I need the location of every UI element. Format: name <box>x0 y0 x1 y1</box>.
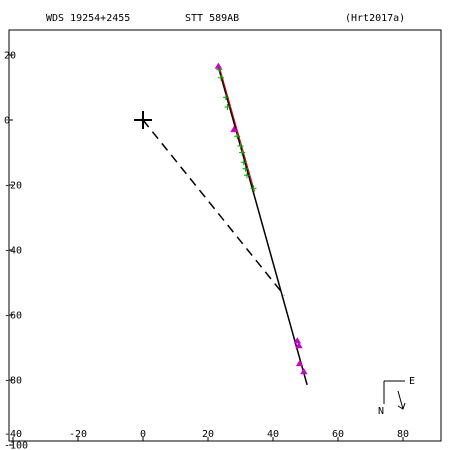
chart-title: STT 589AB <box>185 13 239 24</box>
y-tick-label: -80 <box>4 376 22 387</box>
y-tick-label: -60 <box>4 311 22 322</box>
node-line <box>142 119 285 296</box>
x-tick-label: 80 <box>397 429 409 440</box>
observation-point <box>295 359 304 367</box>
fit-line <box>217 64 308 386</box>
compass-east-label: E <box>409 376 415 387</box>
compass-north-label: N <box>378 406 384 417</box>
x-tick-label: 60 <box>332 429 344 440</box>
observation-point <box>244 172 250 179</box>
observation-point <box>237 143 244 149</box>
observation-point <box>224 104 231 110</box>
observation-point <box>240 159 247 166</box>
wds-identifier: WDS 19254+2455 <box>46 13 130 24</box>
x-tick-label: -20 <box>69 429 87 440</box>
observation-point <box>218 74 224 81</box>
observation-point <box>214 62 223 69</box>
y-tick-label: -100 <box>4 441 28 450</box>
x-tick-label: -40 <box>4 429 22 440</box>
y-tick-label: 20 <box>4 51 16 62</box>
compass: E N <box>378 376 415 417</box>
observation-point <box>239 149 246 156</box>
y-tick-label: -40 <box>4 246 22 257</box>
y-tick-label: -20 <box>4 181 22 192</box>
y-tick-label: 0 <box>4 116 10 127</box>
observation-point <box>230 125 238 133</box>
observation-point <box>242 165 249 172</box>
observation-point <box>222 94 229 101</box>
ephemeris-line <box>218 64 255 192</box>
plot-area: -40 -20 0 20 40 60 80 -100 -80 -60 -40 -20 0 20 <box>4 29 442 450</box>
observation-point <box>300 368 308 375</box>
observation-point <box>250 185 257 192</box>
motion-arrow-icon <box>397 390 404 410</box>
observation-point <box>295 342 303 349</box>
x-tick-label: 0 <box>140 429 146 440</box>
observation-point <box>234 133 241 140</box>
primary-star-marker <box>134 111 152 129</box>
observation-point <box>293 337 302 344</box>
reference-code: (Hrt2017a) <box>345 13 405 24</box>
x-tick-label: 40 <box>267 429 279 440</box>
motion-arrow-head-icon <box>397 402 406 410</box>
x-tick-label: 20 <box>202 429 214 440</box>
plot-frame <box>8 29 442 442</box>
